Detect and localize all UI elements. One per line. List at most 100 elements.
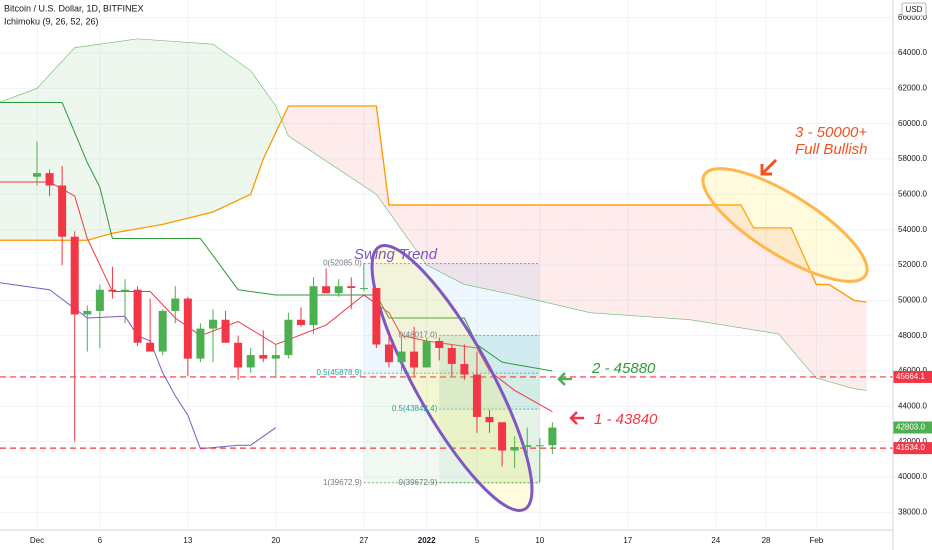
- cloud: [844, 294, 848, 387]
- cloud: [816, 284, 820, 379]
- cloud: [832, 286, 836, 384]
- cloud: [828, 284, 833, 383]
- cloud: [558, 204, 562, 307]
- cloud: [181, 41, 185, 220]
- cloud: [335, 106, 339, 170]
- candle-body: [183, 298, 192, 359]
- cloud: [338, 106, 342, 172]
- cloud: [542, 204, 547, 303]
- cloud: [253, 75, 257, 186]
- cloud: [49, 71, 53, 241]
- cloud: [401, 204, 405, 235]
- x-tick-label: 5: [475, 536, 480, 545]
- cloud: [473, 204, 477, 288]
- cloud: [586, 204, 591, 313]
- cloud: [750, 222, 754, 330]
- cloud: [564, 204, 569, 308]
- cloud: [555, 204, 559, 306]
- y-tick-label: 58000.0: [898, 154, 927, 163]
- arrow: [569, 411, 584, 425]
- candle-body: [498, 422, 507, 451]
- cloud: [341, 106, 345, 174]
- cloud: [847, 296, 851, 388]
- cloud: [731, 204, 735, 327]
- arrow: [760, 158, 778, 176]
- cloud: [486, 204, 490, 290]
- cloud: [577, 204, 581, 311]
- candle-body: [422, 340, 431, 368]
- candle-body: [472, 374, 481, 417]
- candle-body: [271, 355, 280, 359]
- cloud: [250, 70, 254, 195]
- cloud: [684, 204, 688, 320]
- price-tag: [893, 421, 932, 434]
- cloud: [307, 106, 311, 151]
- cloud: [244, 66, 248, 198]
- candle-body: [359, 287, 368, 289]
- cloud: [392, 204, 396, 221]
- cloud: [15, 95, 19, 241]
- cloud: [404, 204, 408, 239]
- cloud: [225, 53, 229, 207]
- cloud: [781, 227, 785, 342]
- cloud: [99, 43, 103, 237]
- cloud: [740, 204, 745, 329]
- cloud: [747, 216, 751, 330]
- cloud: [608, 204, 613, 315]
- indicator-line: [0, 282, 277, 450]
- cloud: [618, 204, 622, 315]
- cloud: [703, 204, 707, 323]
- cloud: [165, 40, 169, 224]
- cloud: [552, 204, 556, 305]
- cloud: [102, 43, 107, 236]
- candle-body: [58, 185, 67, 237]
- cloud: [590, 204, 594, 313]
- arrow: [557, 372, 572, 386]
- layer: 38000.0 40000.0 42000.0 44000.0 46000.0 48000…: [30, 13, 932, 545]
- y-tick-label: 42000.0: [898, 437, 927, 446]
- cloud: [178, 41, 182, 221]
- cloud: [612, 204, 616, 315]
- fib-zone: [439, 335, 540, 410]
- cloud: [8, 97, 12, 241]
- cloud: [615, 204, 619, 315]
- cloud: [150, 39, 154, 227]
- cloud: [448, 204, 452, 278]
- cloud: [810, 270, 814, 375]
- cloud: [520, 204, 525, 298]
- cloud: [813, 277, 817, 379]
- candle-body: [309, 286, 318, 326]
- indicator-line: [0, 38, 867, 391]
- cloud: [502, 204, 506, 294]
- y-tick-label: 44000.0: [898, 401, 927, 410]
- cloud: [527, 204, 531, 299]
- cloud: [27, 90, 31, 241]
- cloud: [417, 204, 421, 257]
- cloud: [593, 204, 597, 314]
- cloud: [423, 204, 427, 265]
- cloud: [800, 249, 804, 364]
- cloud: [231, 57, 235, 204]
- cloud: [319, 106, 323, 159]
- cloud: [819, 284, 823, 380]
- cloud: [533, 204, 537, 301]
- cloud: [687, 204, 691, 320]
- cloud: [96, 44, 100, 238]
- cloud: [662, 204, 666, 318]
- candle-body: [447, 348, 456, 364]
- cloud: [753, 227, 757, 331]
- cloud: [718, 204, 723, 325]
- cloud: [156, 40, 160, 226]
- cloud: [454, 204, 459, 282]
- cloud: [288, 106, 292, 139]
- cloud: [5, 98, 9, 241]
- cloud: [304, 106, 308, 149]
- cloud: [857, 300, 861, 390]
- layer: [0, 0, 893, 530]
- cloud: [762, 227, 767, 332]
- cloud: [756, 227, 760, 331]
- cloud: [706, 204, 710, 323]
- cloud: [458, 204, 462, 283]
- cloud: [24, 91, 28, 241]
- cloud: [605, 204, 609, 315]
